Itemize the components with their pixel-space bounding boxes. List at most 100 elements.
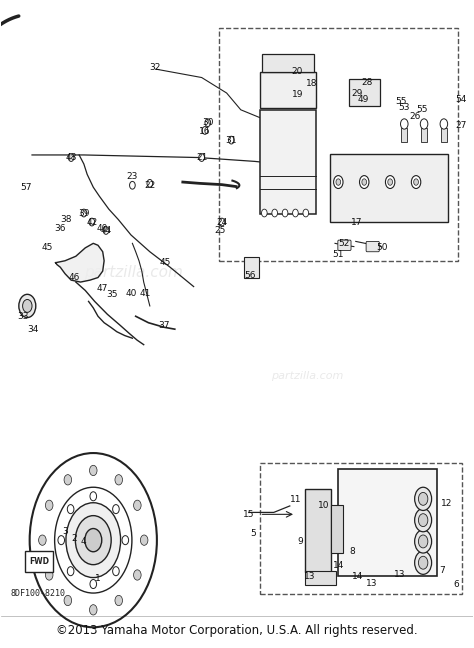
Text: FWD: FWD bbox=[29, 557, 49, 566]
Text: 18: 18 bbox=[306, 80, 317, 89]
Text: 13: 13 bbox=[394, 570, 405, 579]
Circle shape bbox=[414, 179, 419, 185]
Text: 21: 21 bbox=[196, 153, 207, 162]
Circle shape bbox=[89, 218, 95, 226]
Circle shape bbox=[38, 535, 46, 546]
Text: 23: 23 bbox=[127, 172, 138, 181]
Text: 19: 19 bbox=[292, 91, 303, 99]
Circle shape bbox=[415, 487, 432, 511]
Circle shape bbox=[202, 126, 208, 134]
FancyBboxPatch shape bbox=[331, 505, 343, 553]
Circle shape bbox=[419, 535, 428, 548]
Circle shape bbox=[58, 536, 64, 545]
Polygon shape bbox=[55, 244, 104, 282]
Circle shape bbox=[420, 119, 428, 129]
Text: 51: 51 bbox=[333, 250, 344, 259]
Circle shape bbox=[415, 530, 432, 553]
Circle shape bbox=[19, 294, 36, 318]
Text: 27: 27 bbox=[455, 121, 466, 130]
Text: 3: 3 bbox=[62, 527, 68, 537]
Circle shape bbox=[134, 570, 141, 580]
Text: 34: 34 bbox=[28, 325, 39, 334]
Text: 6: 6 bbox=[453, 580, 459, 589]
Circle shape bbox=[103, 227, 109, 235]
Text: 40: 40 bbox=[97, 224, 109, 233]
Circle shape bbox=[401, 119, 408, 129]
Circle shape bbox=[440, 119, 447, 129]
Text: 36: 36 bbox=[55, 224, 66, 233]
Circle shape bbox=[90, 465, 97, 476]
Circle shape bbox=[85, 529, 102, 551]
Text: 40: 40 bbox=[125, 288, 137, 297]
Text: 41: 41 bbox=[139, 288, 151, 297]
Circle shape bbox=[113, 505, 119, 514]
Text: 35: 35 bbox=[106, 290, 118, 299]
Circle shape bbox=[419, 556, 428, 569]
Text: 22: 22 bbox=[144, 181, 155, 190]
Text: 48: 48 bbox=[65, 153, 77, 162]
Circle shape bbox=[113, 566, 119, 575]
Text: ©2013 Yamaha Motor Corporation, U.S.A. All rights reserved.: ©2013 Yamaha Motor Corporation, U.S.A. A… bbox=[56, 624, 418, 637]
Text: 28: 28 bbox=[361, 78, 372, 87]
Circle shape bbox=[303, 209, 309, 217]
Text: 10: 10 bbox=[319, 502, 330, 511]
Circle shape bbox=[122, 536, 128, 545]
Text: 54: 54 bbox=[455, 95, 466, 104]
Text: 13: 13 bbox=[365, 579, 377, 588]
Circle shape bbox=[90, 492, 97, 501]
Circle shape bbox=[67, 505, 74, 514]
Text: 56: 56 bbox=[245, 271, 256, 280]
Text: 31: 31 bbox=[226, 135, 237, 145]
Text: 29: 29 bbox=[352, 89, 363, 97]
Circle shape bbox=[115, 474, 122, 485]
Circle shape bbox=[219, 218, 225, 226]
Circle shape bbox=[64, 596, 72, 606]
Text: 5: 5 bbox=[251, 529, 256, 538]
Text: 13: 13 bbox=[304, 572, 316, 581]
Text: 2: 2 bbox=[72, 534, 77, 543]
Circle shape bbox=[134, 500, 141, 511]
FancyBboxPatch shape bbox=[330, 154, 448, 222]
Text: 49: 49 bbox=[357, 95, 369, 104]
FancyBboxPatch shape bbox=[305, 489, 331, 572]
Text: 52: 52 bbox=[339, 239, 350, 248]
Circle shape bbox=[67, 566, 74, 575]
Text: 1: 1 bbox=[95, 574, 101, 583]
Text: partzilla.com: partzilla.com bbox=[272, 371, 344, 380]
Circle shape bbox=[46, 500, 53, 511]
Text: 30: 30 bbox=[202, 118, 213, 127]
Circle shape bbox=[23, 299, 32, 312]
FancyBboxPatch shape bbox=[401, 128, 407, 142]
Text: 47: 47 bbox=[97, 284, 109, 293]
FancyBboxPatch shape bbox=[25, 551, 53, 572]
Circle shape bbox=[199, 154, 204, 161]
Circle shape bbox=[81, 209, 87, 217]
Text: 14: 14 bbox=[352, 572, 363, 581]
Text: 38: 38 bbox=[61, 215, 72, 224]
Text: 24: 24 bbox=[216, 218, 228, 227]
Text: 20: 20 bbox=[292, 67, 303, 76]
Circle shape bbox=[90, 579, 97, 588]
Circle shape bbox=[292, 209, 298, 217]
Text: 26: 26 bbox=[410, 111, 421, 121]
Text: 9: 9 bbox=[298, 537, 303, 546]
Text: 17: 17 bbox=[351, 218, 363, 227]
Circle shape bbox=[262, 209, 267, 217]
Circle shape bbox=[362, 179, 366, 185]
Text: 12: 12 bbox=[441, 499, 452, 508]
Circle shape bbox=[419, 492, 428, 505]
Text: 33: 33 bbox=[17, 312, 28, 321]
Circle shape bbox=[415, 551, 432, 574]
Circle shape bbox=[64, 474, 72, 485]
Circle shape bbox=[411, 176, 421, 189]
Circle shape bbox=[205, 119, 210, 126]
Text: partzilla.com: partzilla.com bbox=[84, 265, 183, 280]
FancyBboxPatch shape bbox=[421, 128, 427, 142]
Text: 45: 45 bbox=[160, 258, 171, 267]
Text: 50: 50 bbox=[376, 244, 388, 252]
Circle shape bbox=[388, 179, 392, 185]
FancyBboxPatch shape bbox=[441, 128, 447, 142]
Text: 57: 57 bbox=[20, 183, 32, 192]
Text: 39: 39 bbox=[78, 209, 90, 218]
Circle shape bbox=[385, 176, 395, 189]
